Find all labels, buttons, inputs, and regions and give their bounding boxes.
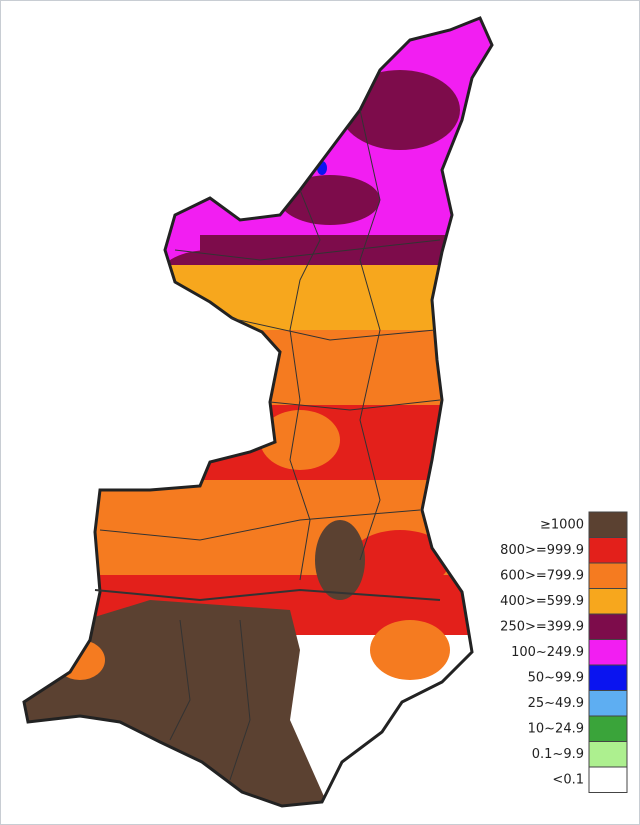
legend-label: ≥1000 [540, 517, 584, 532]
legend-label: <0.1 [552, 772, 584, 787]
legend-label: 50~99.9 [528, 670, 584, 685]
legend-label: 10~24.9 [528, 721, 584, 736]
legend-swatch [588, 690, 628, 717]
legend-label: 400>=599.9 [500, 594, 584, 609]
legend-label: 25~49.9 [528, 696, 584, 711]
legend-swatch [588, 613, 628, 640]
legend-swatch [588, 766, 628, 793]
legend-swatch [588, 741, 628, 768]
legend-label: 800>=999.9 [500, 543, 584, 558]
legend-label: 250>=399.9 [500, 619, 584, 634]
legend-swatch [588, 562, 628, 589]
legend: ≥1000 800>=999.9 600>=799.9 400>=599.9 250>=… [500, 511, 628, 793]
legend-swatch [588, 588, 628, 615]
legend-label: 600>=799.9 [500, 568, 584, 583]
legend-swatch [588, 715, 628, 742]
county-borders [94, 109, 441, 781]
legend-swatch [588, 511, 628, 538]
legend-label: 0.1~9.9 [532, 747, 584, 762]
legend-swatch [588, 537, 628, 564]
legend-swatch [588, 639, 628, 666]
legend-swatch [588, 664, 628, 691]
legend-label: 100~249.9 [511, 645, 584, 660]
